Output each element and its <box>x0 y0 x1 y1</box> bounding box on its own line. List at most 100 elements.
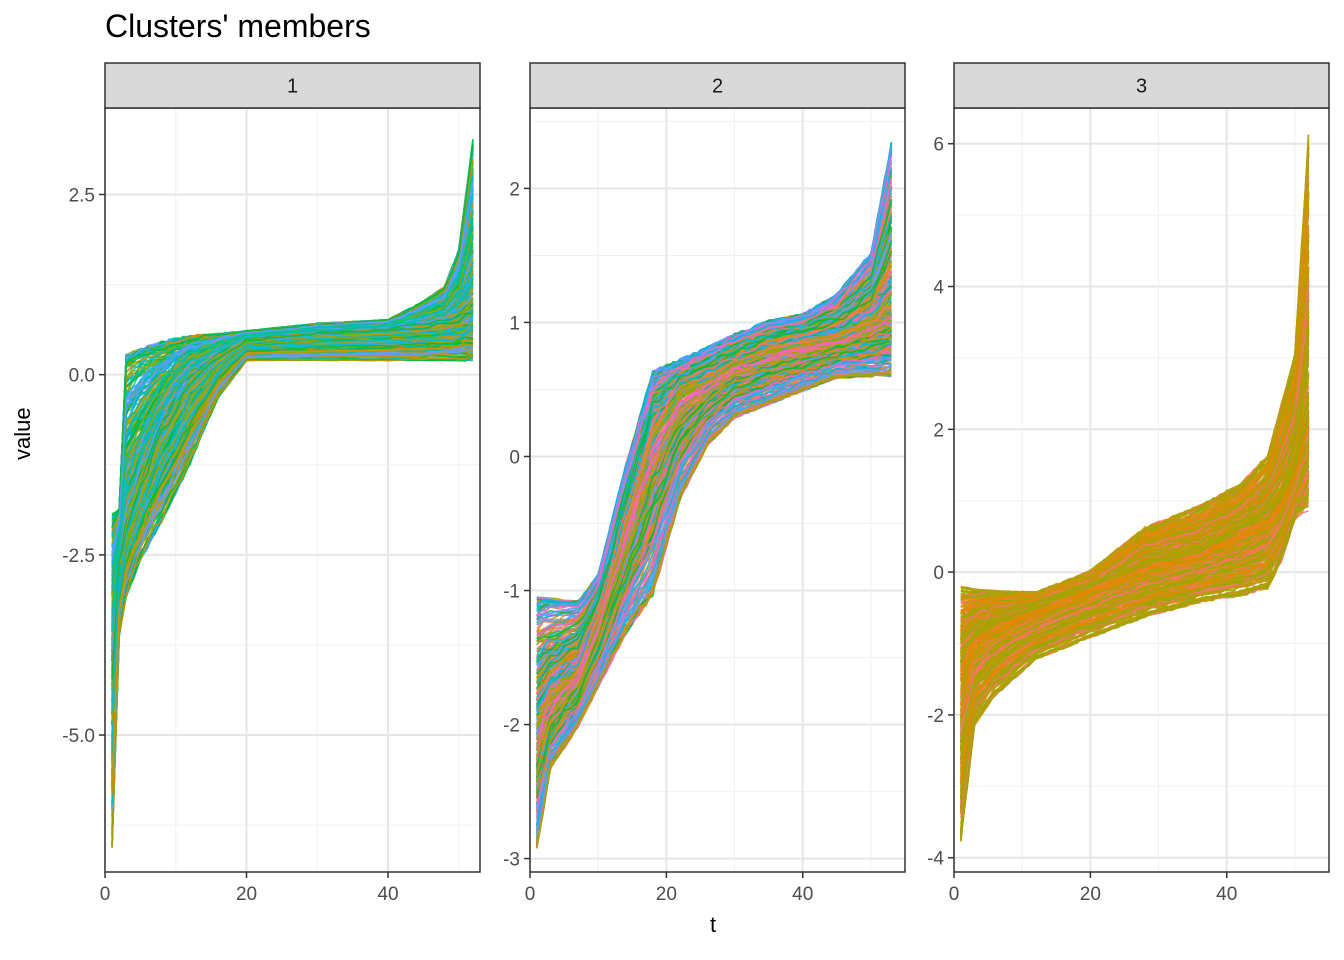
y-tick-label: -1 <box>503 582 520 603</box>
x-tick-label: 0 <box>525 884 536 905</box>
series-line <box>960 255 1310 614</box>
y-tick-label: -2.5 <box>62 546 95 567</box>
y-tick-label: 2.5 <box>69 185 95 206</box>
series-line <box>960 485 1309 791</box>
series-line <box>111 312 474 688</box>
series-line <box>960 439 1310 730</box>
series-group <box>960 134 1310 842</box>
y-tick-label: -4 <box>927 849 944 870</box>
series-line <box>536 368 892 849</box>
series-line <box>536 242 893 675</box>
series-line <box>111 354 474 845</box>
series-group <box>536 141 893 849</box>
y-tick-label: 6 <box>933 135 944 156</box>
y-tick-label: 4 <box>933 278 944 299</box>
series-line <box>111 277 474 632</box>
y-tick-label: -3 <box>503 850 520 871</box>
series-line <box>111 339 474 781</box>
x-axis-label: t <box>710 912 717 937</box>
y-tick-label: 2 <box>933 420 944 441</box>
series-group <box>111 138 474 849</box>
series-line <box>536 250 893 689</box>
x-tick-label: 0 <box>100 884 111 905</box>
series-line <box>111 209 474 573</box>
y-tick-label: -2 <box>927 706 944 727</box>
series-line <box>111 352 474 831</box>
panel-border <box>529 107 906 873</box>
y-tick-label: 1 <box>509 313 520 334</box>
series-line <box>536 336 892 768</box>
y-tick-label: 2 <box>509 179 520 200</box>
series-line <box>111 145 474 527</box>
y-tick-label: 0 <box>509 447 520 468</box>
y-tick-label: -2 <box>503 716 520 737</box>
series-line <box>111 312 473 680</box>
y-tick-label: -5.0 <box>62 726 95 747</box>
series-line <box>960 428 1310 706</box>
facet-strip <box>953 62 1330 109</box>
series-line <box>960 457 1310 743</box>
series-line <box>960 491 1309 805</box>
series-line <box>536 260 893 691</box>
series-line <box>536 168 893 619</box>
series-line <box>960 497 1309 811</box>
facet-panel-3: 3 0 20 40 -4 -2 0 2 4 6 <box>927 62 1330 905</box>
series-line <box>536 321 892 749</box>
y-axis-label: value <box>10 407 35 460</box>
series-line <box>536 364 892 836</box>
series-line <box>960 424 1310 672</box>
series-line <box>536 215 893 662</box>
series-line <box>536 270 893 701</box>
series-line <box>536 347 892 792</box>
x-tick-label: 40 <box>377 884 398 905</box>
series-line <box>536 155 893 616</box>
series-line <box>960 419 1310 691</box>
series-line <box>960 480 1309 784</box>
x-tick-label: 40 <box>1216 884 1237 905</box>
series-line <box>111 329 474 756</box>
series-line <box>111 182 474 559</box>
x-tick-label: 20 <box>656 884 677 905</box>
chart-title: Clusters' members <box>105 8 371 44</box>
series-line <box>960 427 1310 681</box>
facet-strip-label: 1 <box>287 76 298 98</box>
series-line <box>111 249 474 617</box>
facet-panel-1: 1 0 20 40 -5.0 -2.5 0.0 2.5 <box>62 62 481 905</box>
series-line <box>536 344 892 791</box>
series-line <box>536 177 893 637</box>
y-tick-label: 0 <box>933 563 944 584</box>
series-line <box>960 460 1310 770</box>
facet-strip <box>104 62 481 109</box>
series-line <box>536 340 892 778</box>
series-line <box>111 324 474 739</box>
series-line <box>960 332 1310 637</box>
series-line <box>111 324 473 725</box>
x-tick-label: 20 <box>1080 884 1101 905</box>
x-tick-label: 20 <box>236 884 257 905</box>
series-line <box>536 336 892 776</box>
series-line <box>960 413 1310 666</box>
series-line <box>960 452 1310 728</box>
series-line <box>536 357 892 818</box>
series-line <box>536 306 892 719</box>
series-line <box>960 315 1310 641</box>
series-line <box>960 422 1310 693</box>
series-line <box>111 347 474 808</box>
series-line <box>960 190 1310 608</box>
series-line <box>111 316 474 710</box>
facet-strip-label: 2 <box>712 76 723 98</box>
series-line <box>960 431 1310 714</box>
y-tick-label: 0.0 <box>69 366 95 387</box>
facet-strip <box>529 62 906 109</box>
series-line <box>536 325 892 752</box>
facet-strip-label: 3 <box>1136 76 1147 98</box>
x-tick-label: 0 <box>949 884 960 905</box>
series-line <box>536 146 893 606</box>
series-line <box>960 494 1310 837</box>
series-line <box>111 336 474 774</box>
series-line <box>960 143 1310 598</box>
series-line <box>960 204 1310 615</box>
